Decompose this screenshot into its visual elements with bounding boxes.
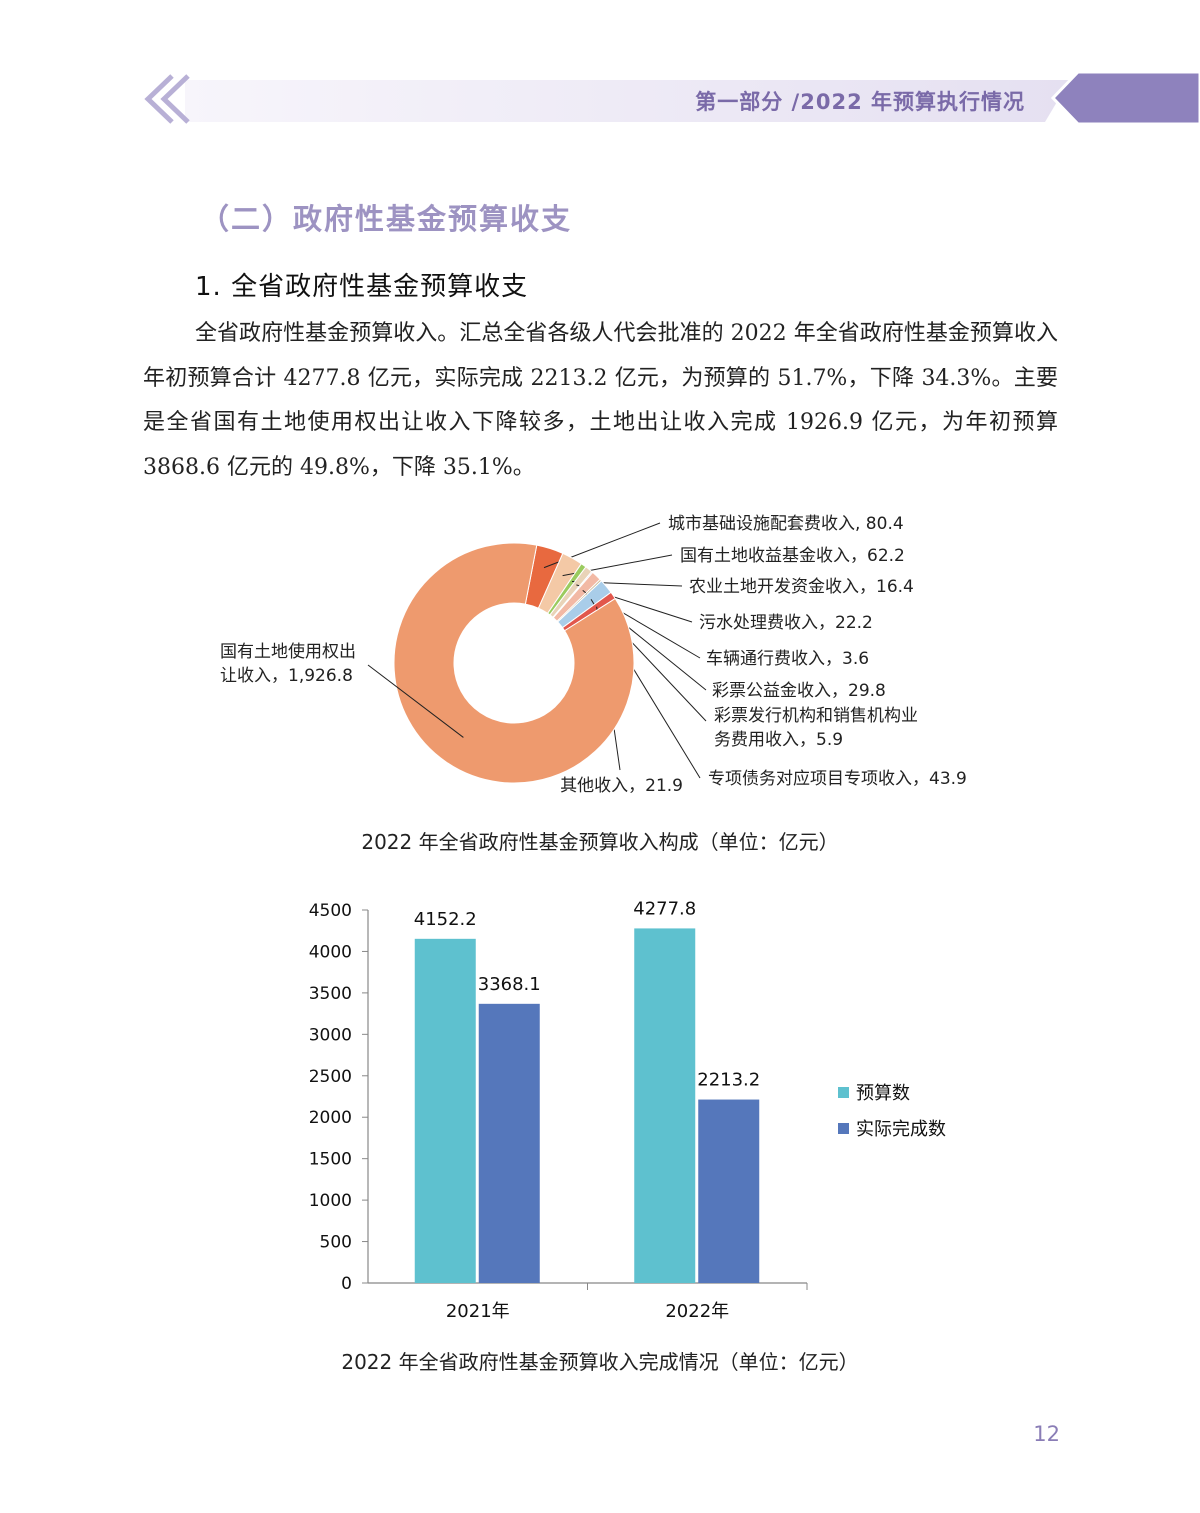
y-tick-label-5: 2500	[309, 1067, 352, 1087]
double-chevron-icon	[144, 74, 190, 124]
pie-chart: 城市基础设施配套费收入, 80.4 国有土地收益基金收入，62.2 农业土地开发资金…	[220, 514, 967, 796]
header-band-bar	[185, 80, 1070, 122]
bar-1-0	[634, 928, 696, 1283]
bar-0-0	[414, 938, 476, 1283]
bar-0-1	[478, 1003, 540, 1283]
page-number: 12	[1033, 1422, 1060, 1446]
legend-swatch-0	[838, 1087, 849, 1098]
bar-value-label-1-0: 4277.8	[633, 898, 696, 919]
legend-swatch-1	[838, 1123, 849, 1134]
section-title: （二）政府性基金预算收支	[200, 202, 573, 236]
y-tick-label-4: 2000	[309, 1108, 352, 1128]
bar-chart: 0 500 1000 1500 2000 2500 3000 3500 4000 4500 2021…	[309, 898, 946, 1322]
body-paragraph: 全省政府性基金预算收入。汇总全省各级人代会批准的 2022 年全省政府性基金预算…	[143, 321, 1058, 480]
pie-label-8: 其他收入，21.9	[560, 776, 683, 796]
pie-label-7: 专项债务对应项目专项收入，43.9	[708, 769, 967, 789]
pie-label-6-line-1: 务费用收入，5.9	[714, 730, 843, 750]
pie-label-0: 城市基础设施配套费收入, 80.4	[668, 514, 904, 534]
x-tick-label-0: 2021年	[446, 1301, 510, 1322]
header-tab-shape	[1050, 70, 1200, 126]
pie-caption: 2022 年全省政府性基金预算收入构成（单位：亿元）	[361, 830, 839, 854]
pie-label-1: 国有土地收益基金收入，62.2	[680, 546, 905, 566]
header-title: 第一部分 /2022 年预算执行情况	[695, 90, 1025, 114]
y-tick-label-8: 4000	[309, 942, 352, 962]
bar-value-label-0-1: 3368.1	[478, 974, 541, 995]
bar-value-label-0-0: 4152.2	[414, 909, 477, 930]
pie-slice-9	[393, 542, 635, 784]
y-tick-label-0: 0	[341, 1274, 352, 1294]
y-tick-label-3: 1500	[309, 1150, 352, 1170]
pie-label-4: 车辆通行费收入，3.6	[706, 649, 869, 669]
bar-caption: 2022 年全省政府性基金预算收入完成情况（单位：亿元）	[341, 1350, 859, 1374]
pie-label-3: 污水处理费收入，22.2	[699, 613, 873, 633]
x-tick-label-1: 2022年	[665, 1301, 729, 1322]
pie-label-2: 农业土地开发资金收入，16.4	[689, 577, 914, 597]
pie-label-9-line-1: 让收入，1,926.8	[220, 666, 353, 686]
pie-label-6-line-0: 彩票发行机构和销售机构业	[714, 706, 918, 726]
sub-title: 1. 全省政府性基金预算收支	[195, 272, 529, 302]
pie-label-5: 彩票公益金收入，29.8	[712, 681, 886, 701]
y-tick-label-9: 4500	[309, 901, 352, 921]
legend-label-0: 预算数	[856, 1083, 910, 1104]
pie-label-9-line-0: 国有土地使用权出	[220, 641, 356, 662]
pie-leader-line-9	[367, 664, 464, 738]
y-tick-label-6: 3000	[309, 1025, 352, 1045]
bar-value-label-1-1: 2213.2	[697, 1070, 760, 1091]
header-band	[144, 70, 1200, 126]
legend-label-1: 实际完成数	[856, 1119, 946, 1140]
y-tick-label-7: 3500	[309, 984, 352, 1004]
y-tick-label-2: 1000	[309, 1191, 352, 1211]
bar-1-1	[698, 1099, 760, 1283]
y-tick-label-1: 500	[320, 1233, 352, 1253]
